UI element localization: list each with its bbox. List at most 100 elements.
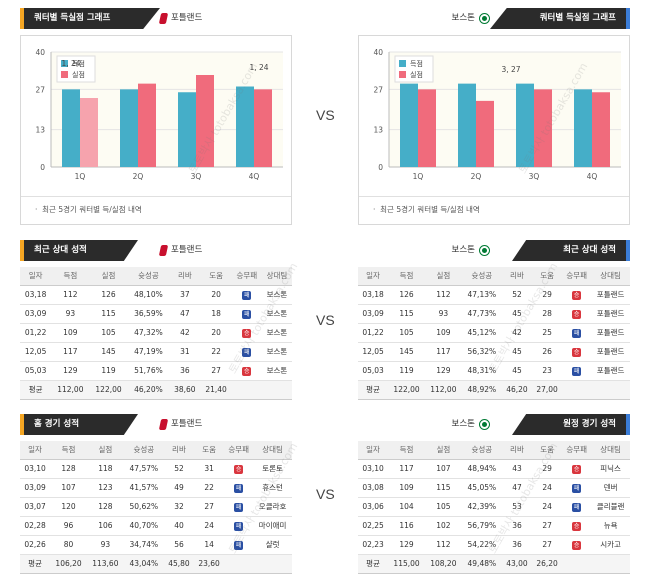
average-cell: 46,20 (501, 380, 533, 400)
average-cell: 106,20 (50, 554, 87, 574)
quarter-header-left: 쿼터별 득실점 그래프 포틀랜드 (20, 8, 292, 29)
bar-allowed (534, 89, 552, 167)
column-header: 득점 (50, 441, 87, 460)
table-cell: 29 (532, 459, 563, 479)
chart-note-left: · 최근 5경기 쿼터별 득/실점 내역 (21, 196, 291, 224)
win-badge-icon: 승 (234, 464, 244, 474)
chart-note-right: · 최근 5경기 쿼터별 득/실점 내역 (359, 196, 629, 224)
table-cell: 102 (424, 516, 462, 536)
win-badge-icon: 승 (572, 464, 582, 474)
y-tick-label: 40 (373, 48, 383, 57)
loss-badge-icon: 패 (234, 483, 244, 493)
result-cell: 패 (224, 516, 254, 536)
table-cell: 02,23 (358, 535, 389, 555)
result-cell: 패 (224, 478, 254, 498)
result-cell: 승 (562, 535, 592, 555)
table-cell: 129 (388, 535, 425, 555)
table-cell: 02,28 (20, 516, 51, 536)
result-cell: 패 (224, 535, 254, 555)
table-cell: 48,31% (461, 361, 502, 381)
table-cell: 보스톤 (261, 342, 292, 362)
table-cell: 93 (86, 535, 124, 555)
table-cell: 104 (388, 497, 425, 517)
average-cell: 113,60 (86, 554, 124, 574)
table-cell: 20 (200, 323, 232, 343)
table-header-row: 일자 득점 실점 슛성공 리바 도움 승무패 상대팀 (358, 267, 630, 286)
column-header: 도움 (532, 441, 563, 460)
bar-scored (120, 89, 138, 167)
table-cell: 26 (532, 342, 563, 362)
table-cell: 27 (200, 361, 232, 381)
column-header: 일자 (358, 441, 389, 460)
column-header: 도움 (200, 267, 232, 286)
away-title: 원정 경기 성적 (512, 414, 630, 435)
table-cell: 31 (169, 342, 201, 362)
table-cell: 56,79% (461, 516, 502, 536)
legend-label: 실점 (410, 70, 423, 79)
table-cell: 01,22 (20, 323, 52, 343)
column-header: 득점 (388, 441, 425, 460)
quarter-title-left: 쿼터별 득실점 그래프 (20, 8, 160, 29)
table-cell: 보스톤 (261, 285, 292, 305)
table-cell: 28 (532, 304, 563, 324)
table-cell: 129 (424, 361, 462, 381)
table-cell: 22 (194, 478, 225, 498)
table-cell: 03,09 (20, 478, 51, 498)
average-row: 평균 106,20 113,60 43,04% 45,80 23,60 (20, 554, 292, 574)
table-row: 03,10 117 107 48,94% 43 29 승 피닉스 (358, 459, 630, 479)
away-panel-right: 보스톤 원정 경기 성적 일자 득점 실점 슛성공 리바 도움 승무패 상대팀 03,10 117… (358, 414, 630, 574)
loss-badge-icon: 패 (242, 290, 252, 300)
average-cell: 23,60 (194, 554, 225, 574)
loss-badge-icon: 패 (242, 347, 252, 357)
team-name-away: 보스톤 (451, 13, 475, 23)
quarter-panel-right: 보스톤 쿼터별 득실점 그래프 0 13 27 40 1Q 2Q 3Q 4Q 득점 실점 3, 27… (358, 8, 630, 226)
table-cell: 05,03 (358, 361, 389, 381)
table-cell: 45,05% (461, 478, 502, 498)
table-row: 03,07 120 128 50,62% 32 27 패 오클라호 (20, 497, 292, 517)
y-tick-label: 0 (40, 163, 45, 172)
table-cell: 포틀랜드 (591, 304, 630, 324)
table-cell: 보스톤 (261, 323, 292, 343)
result-cell: 승 (562, 459, 592, 479)
recent-title-right: 최근 상대 성적 (512, 240, 630, 261)
table-cell: 129 (51, 361, 90, 381)
y-tick-label: 27 (35, 85, 45, 94)
table-cell: 뉴욕 (591, 516, 630, 536)
bar-allowed (196, 75, 214, 167)
away-header-right: 보스톤 원정 경기 성적 (358, 414, 630, 435)
result-cell: 패 (562, 323, 592, 343)
table-cell: 14 (194, 535, 225, 555)
table-cell: 112 (424, 285, 462, 305)
table-cell: 36,59% (127, 304, 170, 324)
loss-badge-icon: 패 (572, 366, 582, 376)
table-cell: 34,74% (123, 535, 164, 555)
table-cell: 80 (50, 535, 87, 555)
home-title: 홈 경기 성적 (20, 414, 138, 435)
team-label-away: 보스톤 (452, 414, 490, 435)
column-header: 일자 (20, 267, 52, 286)
table-row: 03,06 104 105 42,39% 53 24 패 클리블랜 (358, 497, 630, 517)
result-cell: 패 (231, 304, 262, 324)
table-row: 02,25 116 102 56,79% 36 27 승 뉴욕 (358, 516, 630, 536)
table-cell: 29 (532, 285, 563, 305)
win-badge-icon: 승 (572, 521, 582, 531)
column-header: 승무패 (231, 267, 262, 286)
table-cell: 117 (424, 342, 462, 362)
x-tick-label: 2Q (133, 172, 144, 181)
table-cell: 47,57% (123, 459, 164, 479)
quarter-chart-left: 0 13 27 40 1Q 2Q 3Q 4Q 득점 실점 1, 24 1, 24 · 최근 5경기 쿼… (20, 35, 292, 225)
result-cell: 패 (562, 361, 592, 381)
bar-allowed (138, 83, 156, 167)
result-cell: 승 (231, 361, 262, 381)
column-header: 슛성공 (461, 441, 502, 460)
column-header: 리바 (163, 441, 195, 460)
table-cell: 36 (169, 361, 201, 381)
chart-note-text: 최근 5경기 쿼터별 득/실점 내역 (42, 205, 142, 214)
table-cell: 42 (501, 323, 533, 343)
x-tick-label: 1Q (75, 172, 86, 181)
win-badge-icon: 승 (572, 540, 582, 550)
table-cell: 03,10 (20, 459, 51, 479)
table-cell: 43 (501, 459, 533, 479)
